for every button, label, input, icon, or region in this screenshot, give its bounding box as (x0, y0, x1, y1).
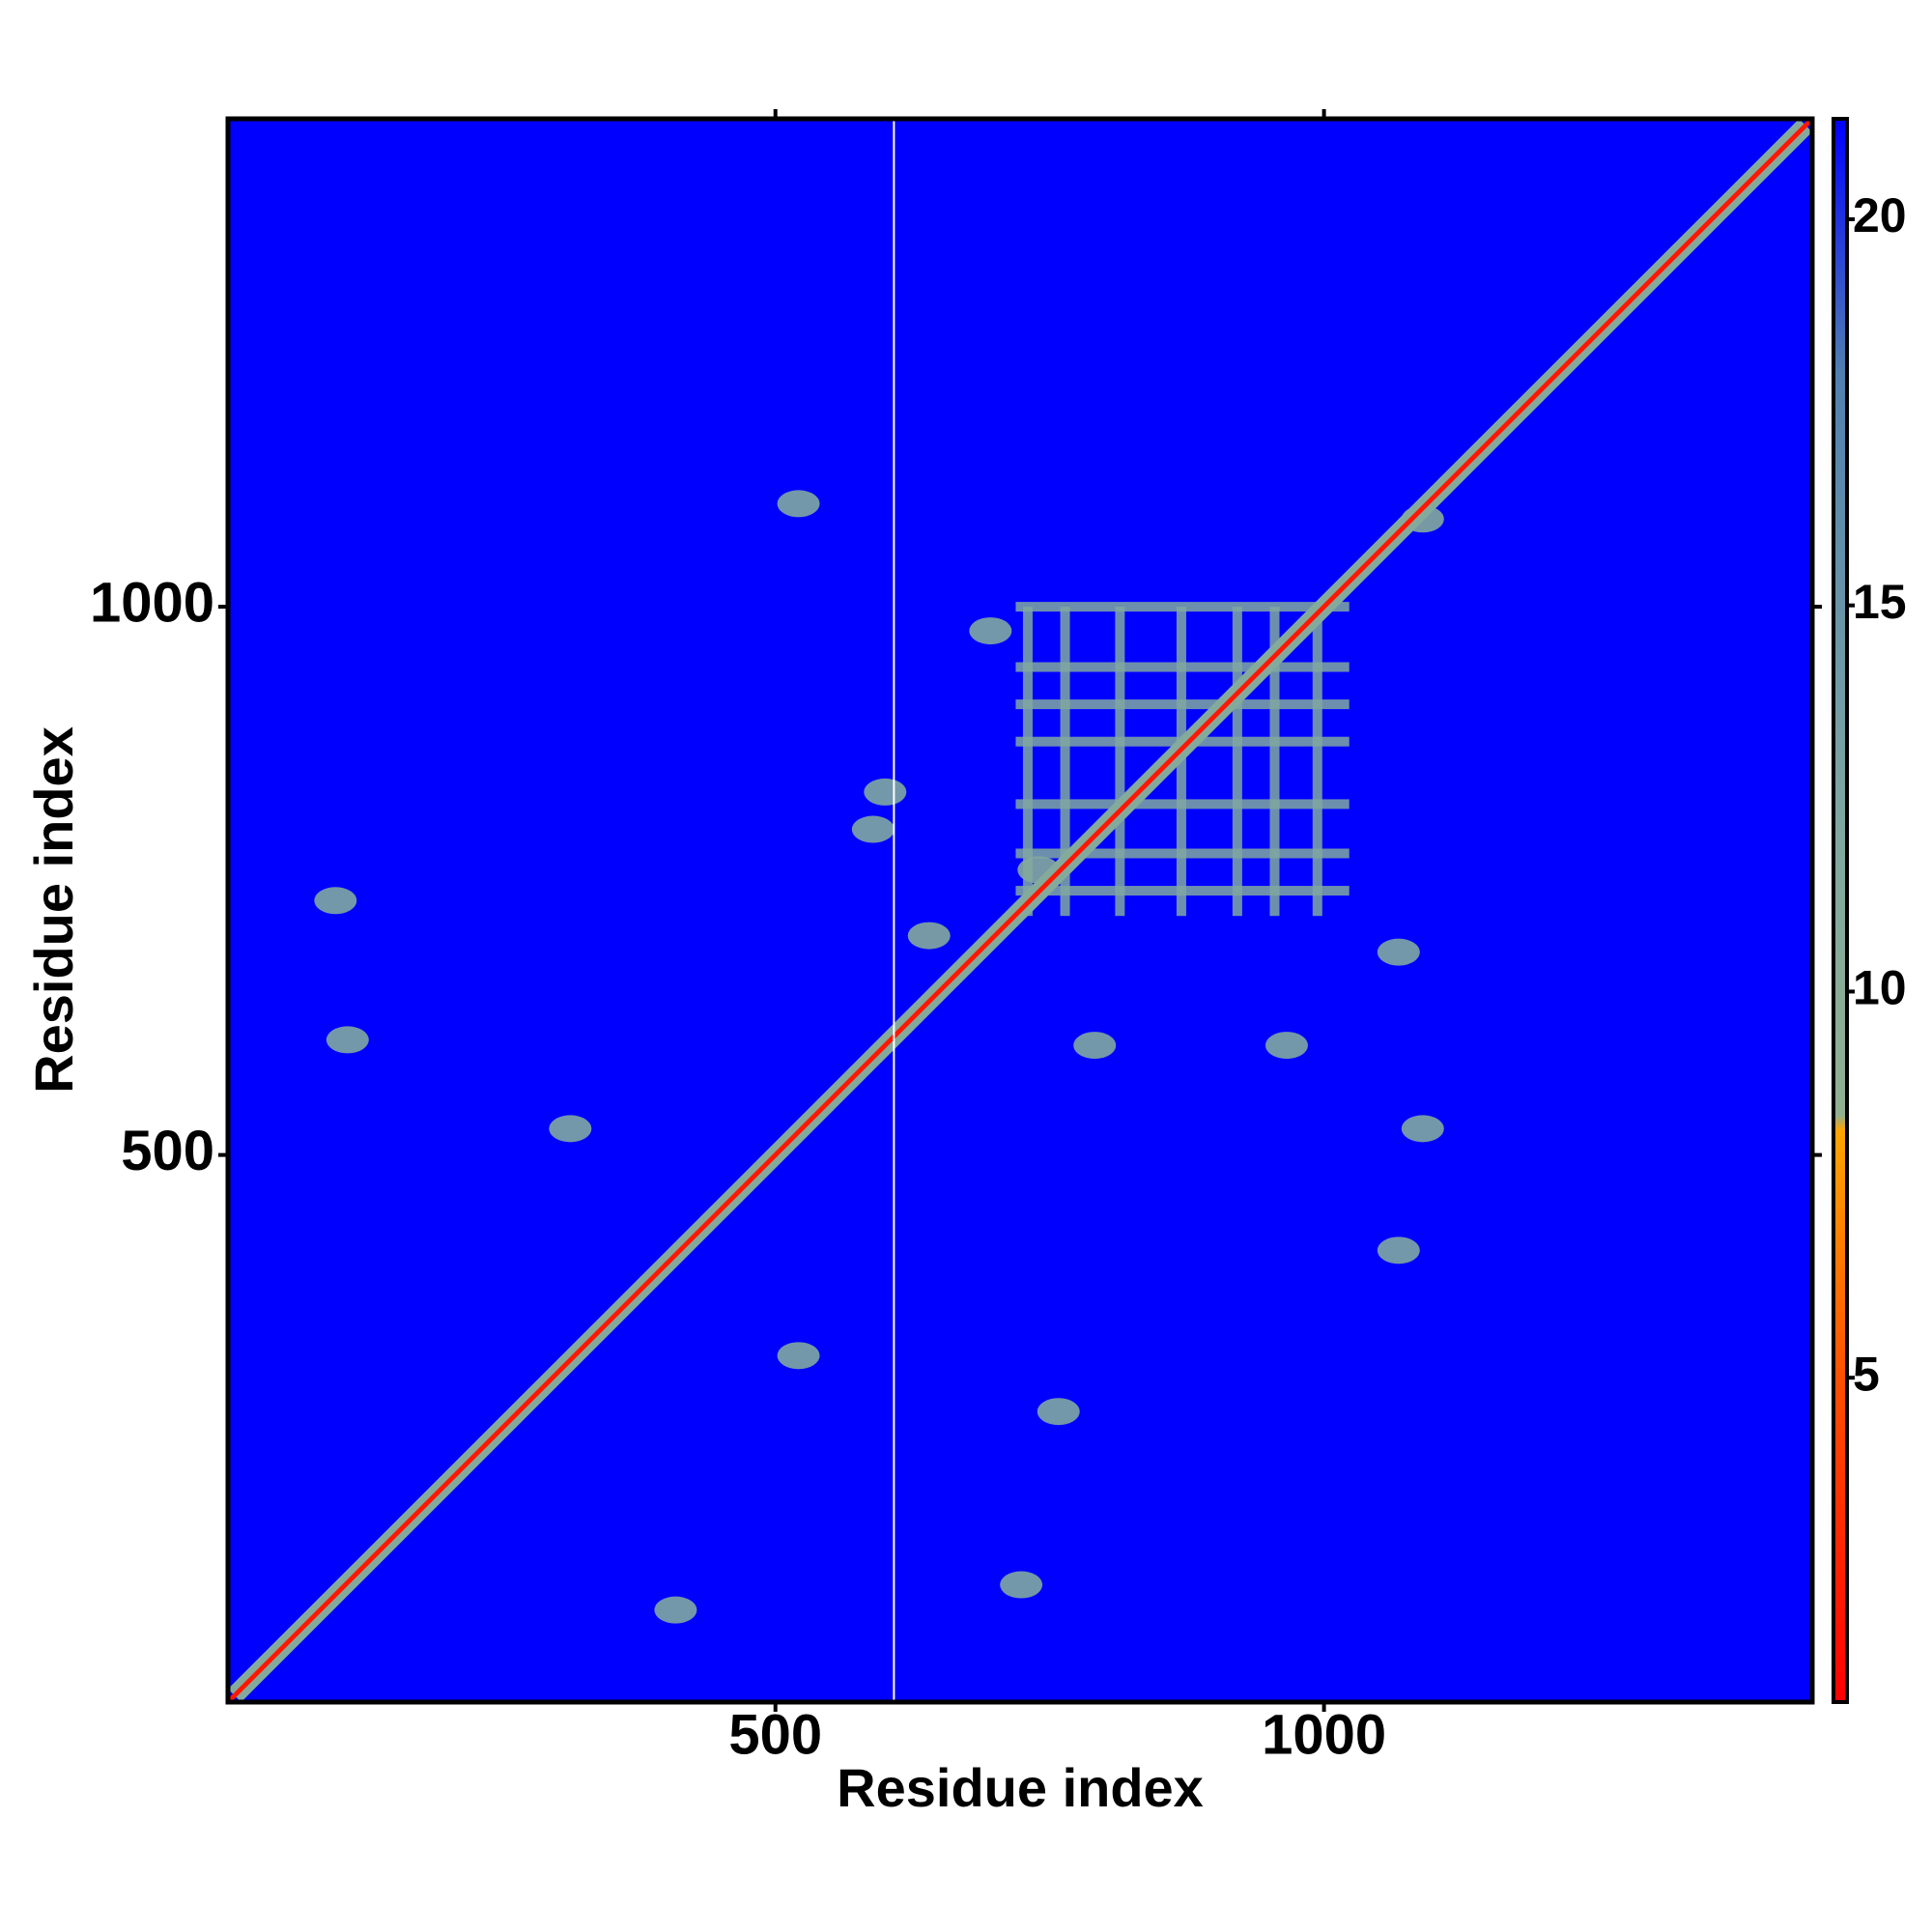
contact-patch (1073, 1032, 1117, 1060)
colorbar (1832, 117, 1849, 1704)
y-axis-title: Residue index (23, 726, 84, 1094)
contact-patch (1264, 1032, 1308, 1060)
contact-patch (654, 1596, 697, 1624)
cluster-col (1232, 607, 1242, 917)
contact-patch (864, 778, 907, 806)
x-tick-label: 1000 (1262, 1703, 1386, 1766)
cluster-col (1115, 607, 1125, 917)
contact-patch (777, 1342, 820, 1370)
contact-patch (1377, 938, 1420, 966)
cluster-col (1060, 607, 1070, 917)
contact-patch (777, 490, 820, 518)
plot-frame (225, 116, 1815, 1705)
diagonal-band (228, 119, 1812, 1702)
x-axis-title: Residue index (837, 1757, 1204, 1818)
contact-patch (969, 617, 1012, 645)
colorbar-tick-label: 15 (1853, 575, 1907, 629)
contact-patch (1401, 1115, 1444, 1143)
contact-patch (851, 815, 895, 843)
contact-patch (549, 1115, 592, 1143)
heatmap (228, 119, 1812, 1702)
contact-patch (907, 922, 951, 950)
contact-patch (1000, 1571, 1043, 1599)
contact-patch (326, 1026, 369, 1054)
contact-patch (1037, 1398, 1080, 1426)
cluster-col (1312, 607, 1322, 917)
cluster-col (1269, 607, 1280, 917)
contact-patch (314, 887, 357, 915)
colorbar-tick-label: 10 (1853, 961, 1907, 1015)
colorbar-tick-label: 5 (1853, 1347, 1880, 1401)
cluster-col (1022, 607, 1033, 917)
x-tick-label: 500 (728, 1703, 822, 1766)
y-tick-label: 1000 (90, 571, 214, 634)
colorbar-tick-label: 20 (1853, 188, 1907, 242)
y-tick-label: 500 (121, 1120, 214, 1182)
contact-patch (1377, 1236, 1420, 1264)
